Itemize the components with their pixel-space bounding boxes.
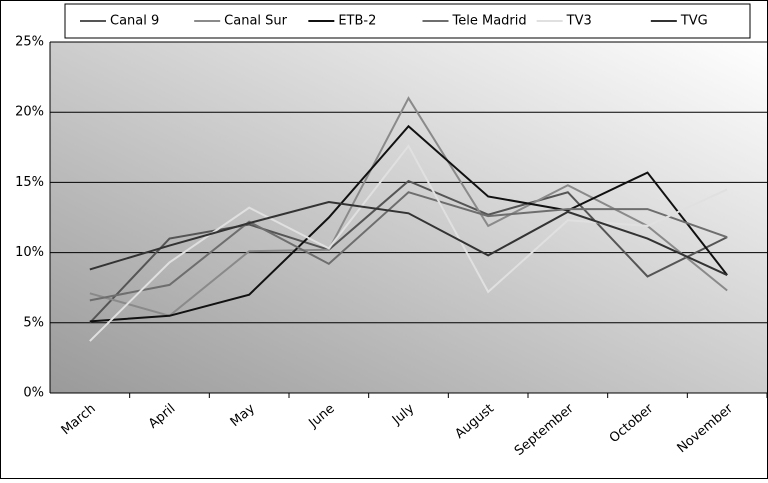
series-line bbox=[89, 144, 728, 342]
y-tick-label: 25% bbox=[15, 35, 44, 50]
y-tick-label: 20% bbox=[15, 105, 44, 120]
series-line bbox=[89, 191, 728, 302]
y-tick-label: 5% bbox=[23, 315, 44, 330]
legend-label: ETB-2 bbox=[338, 14, 376, 29]
series-line bbox=[89, 124, 728, 323]
legend-label: TVG bbox=[680, 14, 708, 29]
legend-box bbox=[64, 3, 751, 39]
y-tick-label: 0% bbox=[23, 386, 44, 401]
series-line bbox=[89, 96, 728, 317]
legend-label: TV3 bbox=[566, 14, 592, 29]
legend-label: Canal 9 bbox=[110, 14, 159, 29]
legend-label: Canal Sur bbox=[224, 14, 287, 29]
series-line bbox=[89, 179, 728, 324]
series-line bbox=[89, 201, 728, 276]
plot-area bbox=[50, 42, 767, 393]
y-tick-label: 10% bbox=[15, 245, 44, 260]
legend-label: Tele Madrid bbox=[452, 14, 527, 29]
y-tick-label: 15% bbox=[15, 175, 44, 190]
